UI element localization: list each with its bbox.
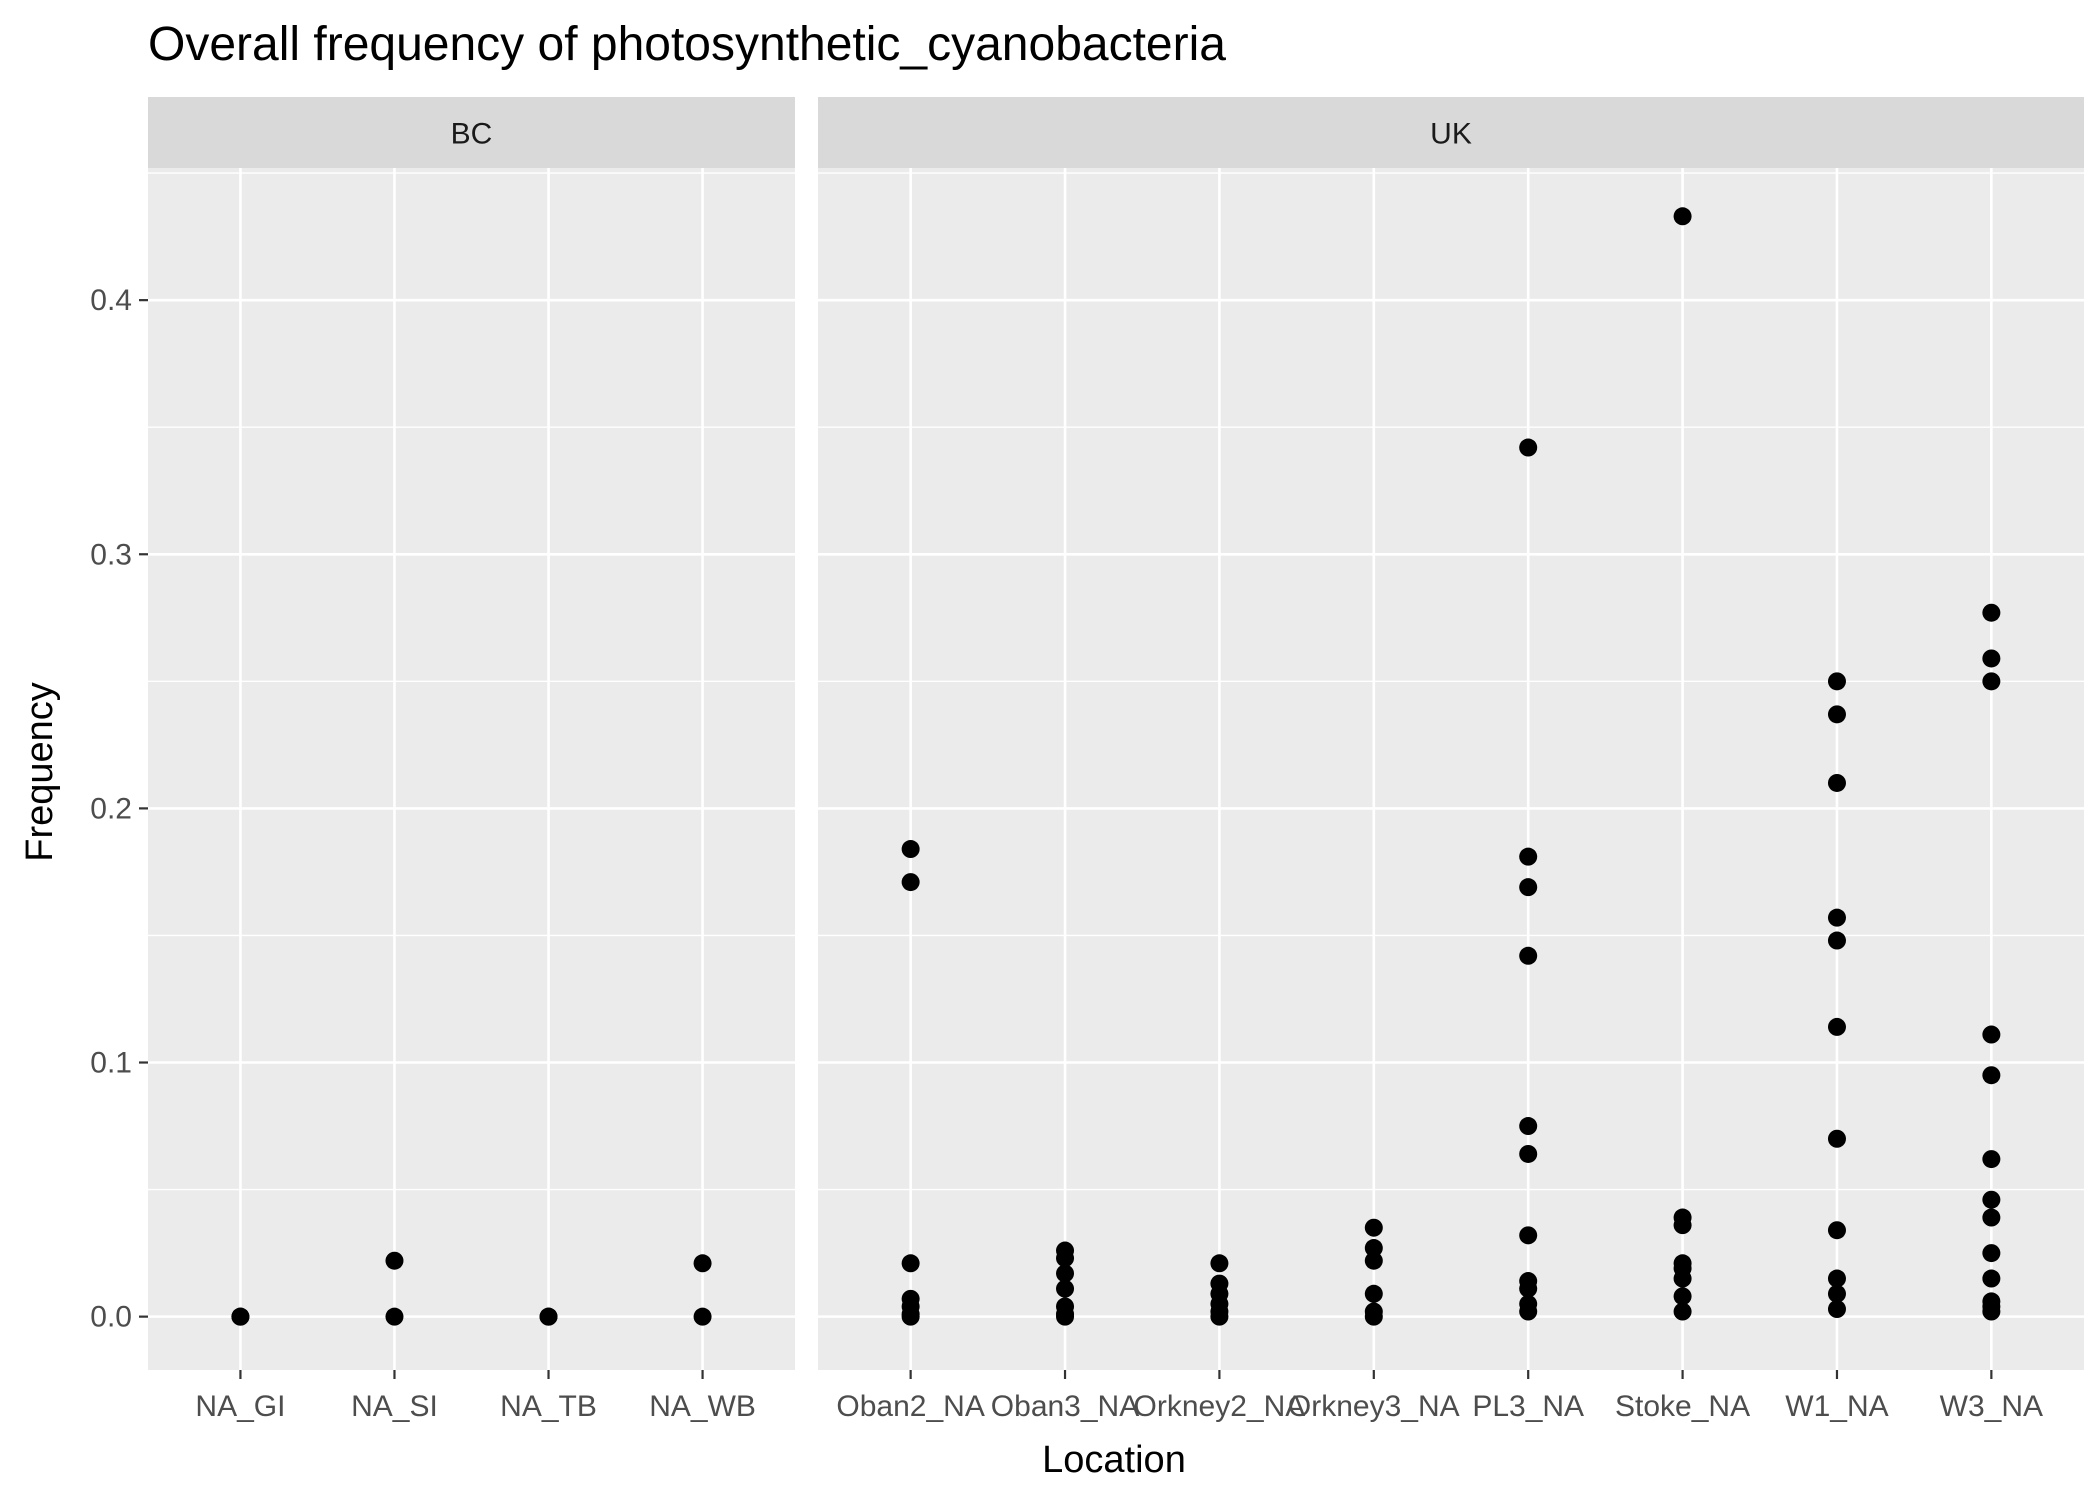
data-point (1519, 878, 1538, 897)
y-axis: 0.0 0.1 0.2 0.3 0.4 (90, 284, 148, 1334)
chart-title: Overall frequency of photosynthetic_cyan… (148, 18, 1226, 71)
data-point (901, 873, 920, 892)
data-point (1827, 1300, 1846, 1319)
data-point (1827, 1221, 1846, 1240)
strip-label-bc: BC (451, 118, 493, 151)
panel-background (818, 168, 2084, 1370)
data-point (1210, 1307, 1229, 1326)
data-point (1673, 1216, 1692, 1235)
y-axis-title: Frequency (19, 682, 61, 862)
x-tick-label: NA_WB (649, 1390, 756, 1423)
data-point (1827, 1284, 1846, 1303)
data-point (1364, 1218, 1383, 1237)
data-point (1519, 946, 1538, 965)
x-tick-label: W1_NA (1785, 1390, 1888, 1423)
data-point (901, 840, 920, 859)
x-tick-label: NA_GI (195, 1390, 285, 1423)
data-point (1982, 603, 2001, 622)
data-point (1982, 649, 2001, 668)
data-point (385, 1307, 404, 1326)
data-point (1982, 1269, 2001, 1288)
x-tick-label: Stoke_NA (1615, 1390, 1750, 1423)
data-point (1673, 1269, 1692, 1288)
x-tick-label: NA_TB (500, 1390, 597, 1423)
data-point (1519, 847, 1538, 866)
x-axis-title: Location (1042, 1439, 1186, 1481)
data-point (1827, 672, 1846, 691)
data-point (1364, 1239, 1383, 1258)
data-point (1519, 1117, 1538, 1136)
data-point (1519, 1302, 1538, 1321)
data-point (1982, 1244, 2001, 1263)
y-tick-label: 0.0 (90, 1301, 132, 1334)
data-point (1982, 1302, 2001, 1321)
data-point (1827, 1269, 1846, 1288)
data-point (1210, 1254, 1229, 1273)
x-tick-label: Orkney3_NA (1288, 1390, 1460, 1423)
data-point (1982, 1025, 2001, 1044)
data-point (1827, 1129, 1846, 1148)
data-point (1673, 1302, 1692, 1321)
data-point (1364, 1284, 1383, 1303)
y-tick-label: 0.1 (90, 1047, 132, 1080)
data-point (1827, 1017, 1846, 1036)
x-tick-label: PL3_NA (1472, 1390, 1584, 1423)
data-point (1673, 1287, 1692, 1306)
panel-background (148, 168, 795, 1370)
y-tick-label: 0.4 (90, 284, 132, 317)
data-point (1982, 1066, 2001, 1085)
strip-background (818, 97, 2084, 168)
data-point (693, 1307, 712, 1326)
data-point (693, 1254, 712, 1273)
data-point (1519, 438, 1538, 457)
y-tick-label: 0.3 (90, 538, 132, 571)
data-point (1827, 705, 1846, 724)
x-tick-label: Oban2_NA (836, 1390, 984, 1423)
facet-panel-bc: BC NA_GI NA_SI NA_TB NA_WB (148, 97, 795, 1423)
data-point (539, 1307, 558, 1326)
x-tick-label: NA_SI (351, 1390, 438, 1423)
x-tick-label: W3_NA (1940, 1390, 2043, 1423)
data-point (1056, 1307, 1075, 1326)
data-point (1519, 1226, 1538, 1245)
data-point (1827, 908, 1846, 927)
data-point (1519, 1279, 1538, 1298)
data-point (1056, 1279, 1075, 1298)
facet-panels: BC NA_GI NA_SI NA_TB NA_WB UK Oban2_NA Oban3_NA… (148, 97, 2084, 1423)
x-tick-label: Orkney2_NA (1134, 1390, 1306, 1423)
x-tick-label: Oban3_NA (991, 1390, 1139, 1423)
data-point (1519, 1144, 1538, 1163)
data-point (901, 1254, 920, 1273)
data-point (385, 1251, 404, 1270)
data-point (231, 1307, 250, 1326)
data-point (1827, 773, 1846, 792)
data-point (1056, 1264, 1075, 1283)
data-point (1982, 1150, 2001, 1169)
data-point (1982, 1208, 2001, 1227)
data-point (1982, 1190, 2001, 1209)
strip-background (148, 97, 795, 168)
data-point (1364, 1307, 1383, 1326)
data-point (1982, 672, 2001, 691)
strip-label-uk: UK (1430, 118, 1472, 151)
y-tick-label: 0.2 (90, 792, 132, 825)
data-point (1056, 1249, 1075, 1268)
data-point (1827, 931, 1846, 950)
data-point (1364, 1251, 1383, 1270)
data-point (1673, 207, 1692, 226)
data-point (901, 1307, 920, 1326)
